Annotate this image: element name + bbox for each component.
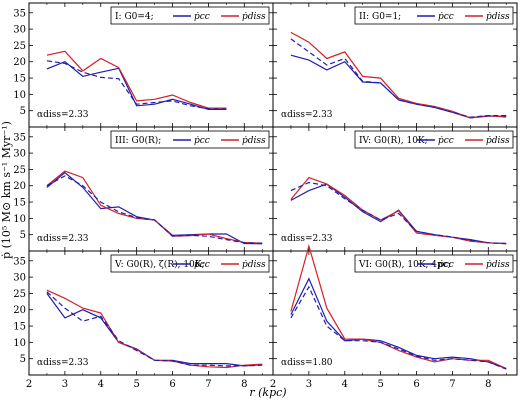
x-tick-label: 8 (241, 379, 247, 390)
legend-entry-label: ṗdiss (242, 260, 266, 270)
legend: I: G0=4; ṗcc ṗdiss (110, 6, 270, 25)
legend-entry-label: ṗdiss (242, 12, 266, 22)
x-tick-label: 3 (62, 379, 68, 390)
x-axis-label: r (kpc) (249, 386, 286, 399)
x-tick-label: 5 (377, 379, 383, 390)
series-dashed-line (46, 291, 263, 367)
y-tick-label: 30 (13, 273, 26, 284)
x-tick-label: 2 (26, 379, 32, 390)
series-pcc-line (46, 61, 227, 111)
legend-entry-label: ṗdiss (486, 260, 510, 270)
alpha-annotation: αdiss=2.33 (281, 110, 333, 120)
series-pdiss-line (290, 31, 507, 119)
y-tick-label: 20 (13, 305, 26, 316)
legend-title: II: G0=1; (359, 12, 401, 22)
legend-entry-label: ṗcc (194, 260, 210, 270)
y-tick-label: 30 (13, 149, 26, 160)
y-tick-label: 15 (13, 322, 26, 333)
x-tick-label: 5 (133, 379, 139, 390)
legend-entry-label: ṗdiss (242, 136, 266, 146)
y-tick-label: 10 (13, 90, 26, 101)
legend-entry-label: ṗdiss (486, 12, 510, 22)
y-tick-label: 10 (13, 214, 26, 225)
x-tick-label: 6 (169, 379, 175, 390)
alpha-annotation: αdiss=2.33 (37, 358, 89, 368)
series-pdiss-line (46, 50, 227, 109)
y-tick-label: 25 (13, 289, 26, 300)
legend-title: I: G0=4; (115, 12, 154, 22)
y-tick-label: 15 (13, 198, 26, 209)
legend: VI: G0(R), 10K, 4pc;ṗcc ṗdiss (354, 254, 514, 273)
legend-title: VI: G0(R), 10K, 4pc; (358, 259, 451, 270)
panel-IV: IV: G0(R), 10K; ṗcc ṗdiss αdiss=2.33 (272, 126, 518, 252)
x-tick-label: 2 (270, 379, 276, 390)
alpha-annotation: αdiss=2.33 (37, 110, 89, 120)
x-tick-label: 6 (413, 379, 419, 390)
legend-entry-label: ṗcc (194, 12, 210, 22)
y-tick-label: 25 (13, 41, 26, 52)
panel-II: II: G0=1; ṗcc ṗdiss αdiss=2.33 (272, 2, 518, 128)
y-tick-label: 35 (13, 8, 26, 19)
legend-entry-label: ṗcc (194, 136, 210, 146)
series-dashed-line (46, 175, 263, 244)
series-dashed-line (46, 60, 227, 110)
y-tick-label: 20 (13, 181, 26, 192)
y-tick-label: 5 (20, 106, 26, 117)
legend: II: G0=1; ṗcc ṗdiss (354, 6, 514, 25)
y-axis-label: ṗ (10⁵ M⊙ km s⁻¹ Myr⁻¹) (0, 121, 13, 259)
alpha-annotation: αdiss=2.33 (37, 234, 89, 244)
y-tick-label: 35 (13, 256, 26, 267)
panel-VI: 2 3 4 5 6 7 8 VI: G0(R), 10K, 4pc;ṗcc ṗdiss αdiss… (270, 243, 518, 390)
legend-title: IV: G0(R), 10K; (359, 135, 428, 146)
x-tick-label: 3 (306, 379, 312, 390)
series-pdiss-line (290, 243, 507, 370)
legend: III: G0(R); ṗcc ṗdiss (110, 130, 270, 149)
series-dashed-line (290, 38, 507, 118)
legend: IV: G0(R), 10K; ṗcc ṗdiss (354, 130, 514, 149)
legend: V: G0(R), ζ(R), 10K;ṗcc ṗdiss (110, 254, 270, 273)
alpha-annotation: αdiss=2.33 (281, 234, 333, 244)
y-tick-label: 25 (13, 165, 26, 176)
y-tick-label: 15 (13, 74, 26, 85)
panel-I: 5 10 15 20 25 30 35 I: G0=4; ṗcc ṗdiss αdiss=2.33 (13, 2, 274, 128)
x-tick-label: 7 (205, 379, 211, 390)
y-tick-label: 35 (13, 132, 26, 143)
x-tick-label: 8 (485, 379, 491, 390)
series-dashed-line (290, 181, 507, 245)
panel-V: 2 3 4 5 6 7 8 5 10 15 20 25 30 35 V: G0(R), ζ(R), 10K;… (13, 250, 274, 390)
legend-entry-label: ṗdiss (486, 136, 510, 146)
panel-III: 5 10 15 20 25 30 35 III: G0(R); ṗcc ṗdiss αdiss=2.… (13, 126, 274, 252)
legend-entry-label: ṗcc (438, 136, 454, 146)
y-tick-label: 30 (13, 25, 26, 36)
y-tick-label: 20 (13, 57, 26, 68)
legend-entry-label: ṗcc (438, 12, 454, 22)
y-tick-label: 10 (13, 338, 26, 349)
legend-entry-label: ṗcc (438, 260, 454, 270)
x-tick-label: 4 (98, 379, 104, 390)
series-pcc-line (290, 277, 507, 370)
legend-title: V: G0(R), ζ(R), 10K; (114, 259, 205, 270)
y-tick-label: 5 (20, 230, 26, 241)
y-tick-label: 5 (20, 354, 26, 365)
legend-title: III: G0(R); (115, 135, 161, 146)
x-tick-label: 4 (342, 379, 348, 390)
x-tick-label: 7 (449, 379, 455, 390)
alpha-annotation: αdiss=1.80 (281, 358, 333, 368)
